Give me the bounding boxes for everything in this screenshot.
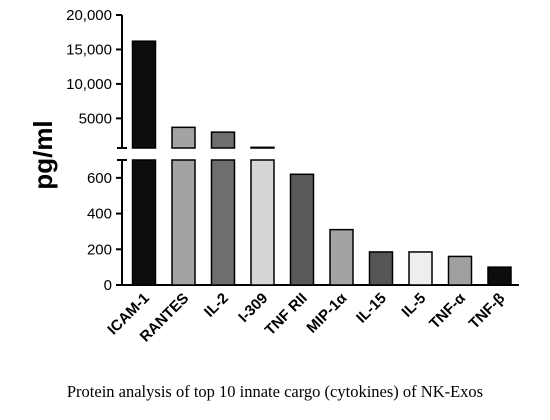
bar-5 bbox=[329, 228, 354, 286]
y-tick-label-lower-0: 0 bbox=[104, 277, 112, 294]
y-tick-label-lower-3: 600 bbox=[87, 170, 112, 187]
category-label-7: IL-5 bbox=[398, 290, 429, 321]
category-label-3: I-309 bbox=[235, 290, 271, 326]
y-axis-label: pg/ml bbox=[28, 120, 58, 189]
category-label-9: TNF-β bbox=[466, 290, 509, 333]
bar-2-lower bbox=[210, 159, 236, 286]
category-label-6: IL-15 bbox=[353, 290, 390, 327]
y-tick-label-upper-2: 15,000 bbox=[66, 41, 112, 58]
category-label-8: TNF-α bbox=[426, 289, 469, 332]
bar-9 bbox=[487, 266, 512, 286]
y-tick-label-lower-2: 400 bbox=[87, 206, 112, 223]
category-label-2: IL-2 bbox=[201, 290, 232, 321]
bar-2-upper bbox=[210, 131, 236, 149]
bar-6 bbox=[368, 251, 394, 286]
y-tick-label-lower-1: 200 bbox=[87, 241, 112, 258]
bar-7 bbox=[408, 251, 433, 286]
y-tick-label-upper-3: 20,000 bbox=[66, 7, 112, 24]
y-tick-label-upper-1: 10,000 bbox=[66, 76, 112, 93]
bar-3-upper bbox=[250, 146, 275, 149]
bar-0-lower bbox=[131, 159, 157, 286]
bar-1-lower bbox=[171, 159, 196, 286]
bar-1-upper bbox=[171, 126, 196, 149]
figure-caption: Protein analysis of top 10 innate cargo … bbox=[66, 382, 484, 401]
bar-3-lower bbox=[250, 159, 275, 286]
category-label-5: MIP-1α bbox=[303, 289, 350, 336]
bar-0-upper bbox=[131, 40, 157, 149]
bar-4 bbox=[289, 173, 315, 286]
category-label-4: TNF RII bbox=[262, 290, 311, 339]
bar-8 bbox=[447, 255, 473, 286]
y-tick-label-upper-0: 5000 bbox=[79, 110, 112, 127]
